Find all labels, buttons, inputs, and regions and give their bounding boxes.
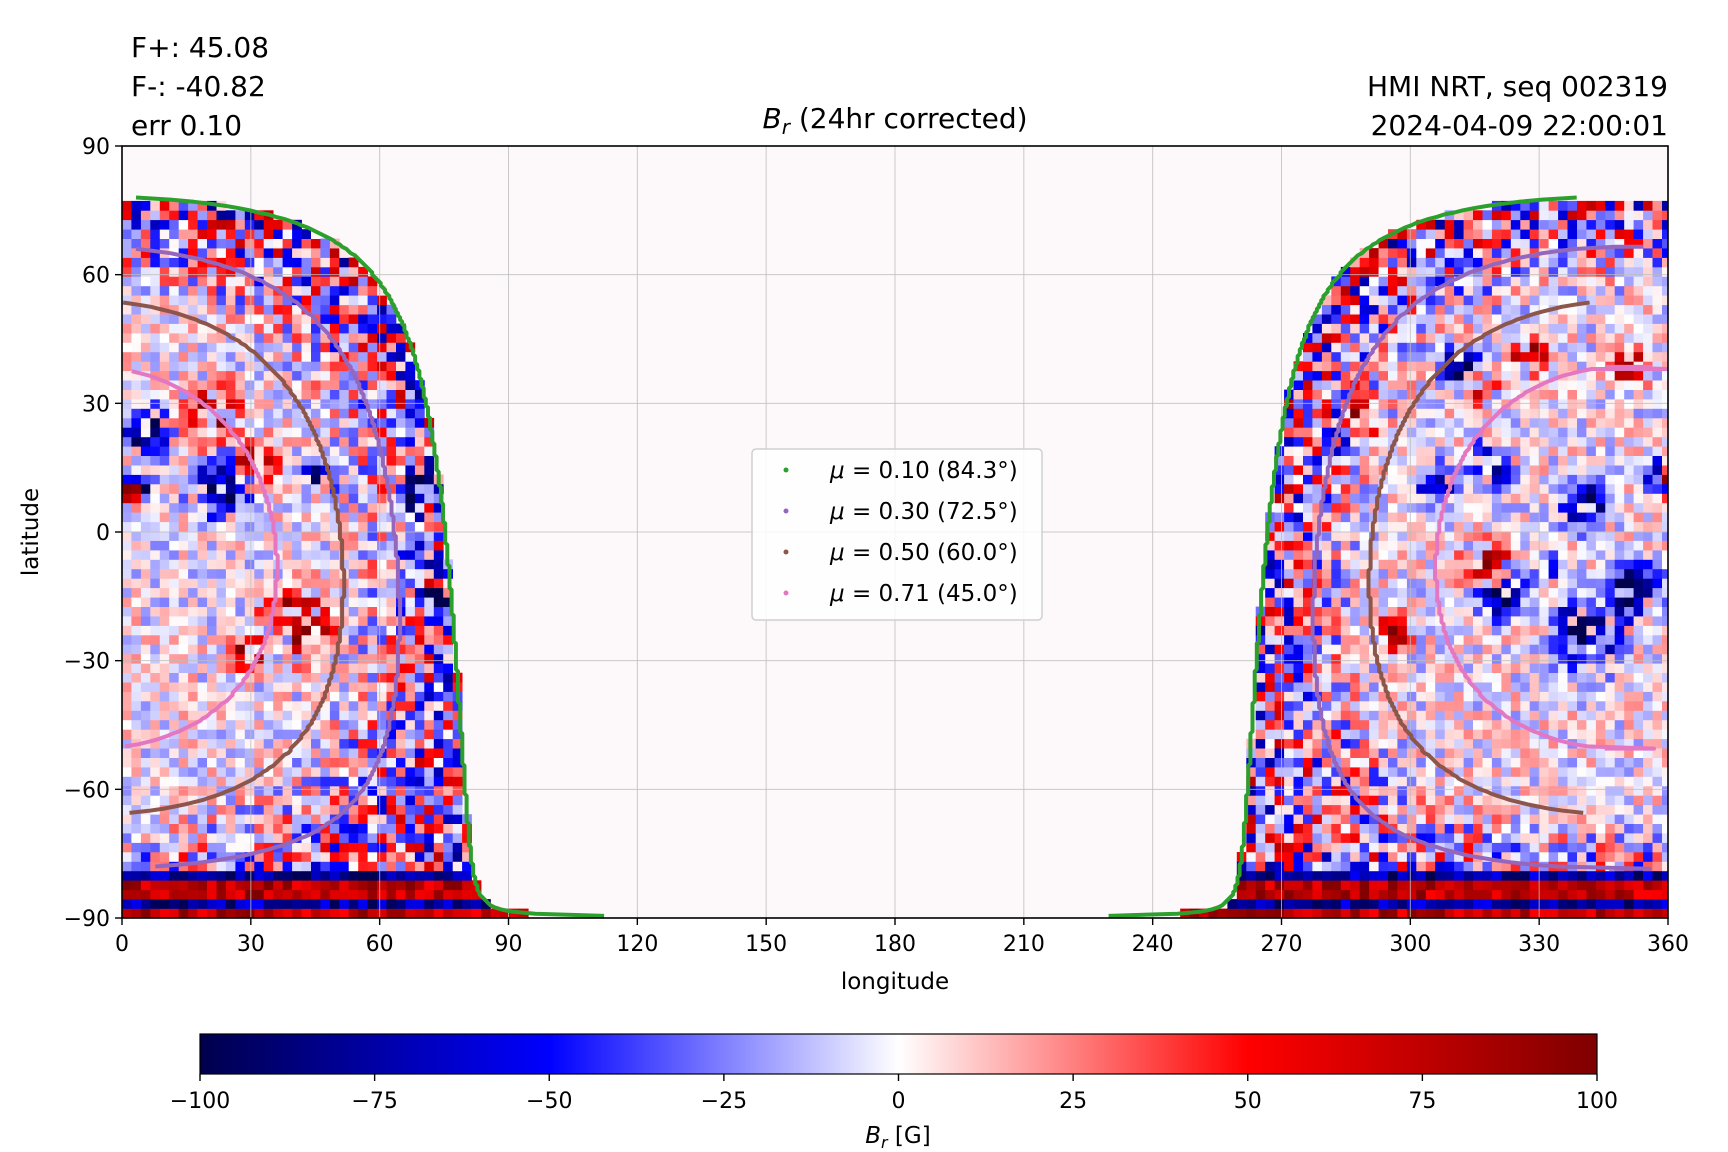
legend-marker <box>783 590 789 596</box>
x-tick-label: 360 <box>1647 932 1689 957</box>
colorbar-tick-label: 25 <box>1059 1089 1087 1114</box>
timestamp-label: 2024-04-09 22:00:01 <box>1371 109 1668 142</box>
x-axis-label: longitude <box>841 969 949 995</box>
colorbar-tick-label: −50 <box>526 1089 572 1114</box>
mu-contour-1-east <box>1310 244 1652 871</box>
flux-positive-label: F+: 45.08 <box>131 31 269 64</box>
chart-title-rest: (24hr corrected) <box>790 102 1028 135</box>
mu-contour-0-east <box>1108 195 1577 918</box>
flux-negative-label: F-: -40.82 <box>131 70 266 103</box>
colorbar-tick-label: −25 <box>701 1089 747 1114</box>
chart-title-subscript: r <box>782 115 792 139</box>
colorbar-tick-label: 0 <box>892 1089 906 1114</box>
mu-contour-2-west <box>122 300 347 815</box>
legend-entry: μ = 0.10 (84.3°) <box>829 458 1018 484</box>
legend-marker <box>783 467 789 473</box>
x-tick-label: 270 <box>1261 932 1303 957</box>
mu-contour-1-west <box>135 246 403 869</box>
colorbar-tick-label: −100 <box>170 1089 230 1114</box>
error-label: err 0.10 <box>131 109 242 142</box>
chart-title: Br (24hr corrected) <box>762 102 1027 139</box>
legend-entry: μ = 0.50 (60.0°) <box>829 540 1018 566</box>
mu-contour-2-east <box>1366 300 1590 815</box>
colorbar-label: Br [G] <box>865 1123 930 1152</box>
x-tick-label: 180 <box>874 932 916 957</box>
colorbar-gradient <box>199 1033 1598 1075</box>
colorbar: −100 −75 −50 −25 0 25 50 75 100 Br [G] <box>170 1033 1618 1152</box>
x-tick-label: 30 <box>237 932 265 957</box>
x-tick-label: 90 <box>495 932 523 957</box>
x-tick-label: 330 <box>1518 932 1560 957</box>
x-tick-label: 60 <box>366 932 394 957</box>
y-tick-label: 90 <box>82 135 110 160</box>
x-axis-ticks: 0 30 60 90 120 150 180 210 240 270 300 330 360 <box>115 918 1689 957</box>
y-tick-label: −30 <box>64 650 110 675</box>
colorbar-label-rest: [G] <box>888 1123 931 1149</box>
y-tick-label: 30 <box>82 392 110 417</box>
colorbar-tick-label: 75 <box>1408 1089 1436 1114</box>
mu-contour-0-west <box>135 195 605 918</box>
plot-area: 0 30 60 90 120 150 180 210 240 270 300 330 360 90603… <box>64 135 1689 957</box>
colorbar-tick-label: 100 <box>1576 1089 1618 1114</box>
x-tick-label: 0 <box>115 932 129 957</box>
x-tick-label: 240 <box>1132 932 1174 957</box>
legend-entry: μ = 0.71 (45.0°) <box>829 581 1018 607</box>
colorbar-label-subscript: r <box>881 1133 889 1152</box>
mu-contour-3-west <box>124 369 280 749</box>
mu-contours <box>122 195 1668 918</box>
y-tick-label: 60 <box>82 264 110 289</box>
legend: μ = 0.10 (84.3°) μ = 0.30 (72.5°) μ = 0.50… <box>751 448 1043 621</box>
x-tick-label: 210 <box>1003 932 1045 957</box>
y-tick-label: 0 <box>96 521 110 546</box>
x-tick-label: 150 <box>745 932 787 957</box>
x-tick-label: 120 <box>616 932 658 957</box>
colorbar-tick-label: 50 <box>1234 1089 1262 1114</box>
x-tick-label: 300 <box>1389 932 1431 957</box>
mu-contour-3-east <box>1433 364 1668 751</box>
legend-entry: μ = 0.30 (72.5°) <box>829 499 1018 525</box>
y-axis-ticks: 90 60 30 0 −30 −60 −90 <box>64 135 122 932</box>
chart-title-symbol: B <box>762 102 781 135</box>
instrument-label: HMI NRT, seq 002319 <box>1367 70 1668 103</box>
legend-marker <box>783 549 789 555</box>
y-axis-label: latitude <box>18 488 44 576</box>
colorbar-tick-label: −75 <box>351 1089 397 1114</box>
y-tick-label: −90 <box>64 907 110 932</box>
y-tick-label: −60 <box>64 778 110 803</box>
legend-marker <box>783 508 789 514</box>
colorbar-label-symbol: B <box>865 1123 881 1149</box>
legend-box <box>751 448 1043 621</box>
